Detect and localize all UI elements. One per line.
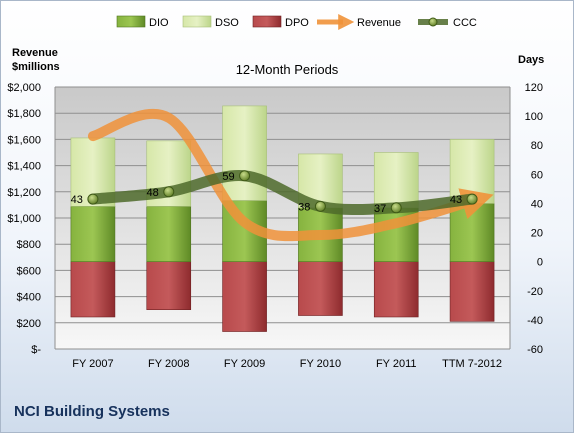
legend-label: DIO: [149, 17, 169, 29]
legend-label: Revenue: [357, 17, 401, 29]
ccc-data-label: 37: [374, 203, 386, 215]
left-tick-label: $1,600: [7, 134, 41, 146]
dpo-bar: [373, 261, 419, 318]
ccc-point: [87, 193, 99, 205]
left-tick-label: $2,000: [7, 82, 41, 94]
ccc-data-label: 43: [450, 194, 462, 206]
left-axis-title-line2: $millions: [12, 61, 60, 73]
bars: [70, 105, 495, 332]
ccc-data-labels: 43 48 59 38 37 43: [71, 171, 462, 215]
legend-swatch: [116, 15, 146, 28]
left-tick-label: $-: [31, 344, 41, 356]
dio-bar: [146, 206, 192, 262]
ccc-markers: [87, 170, 478, 214]
dpo-bar: [298, 261, 343, 316]
left-tick-label: $1,400: [7, 161, 41, 173]
right-tick-label: -60: [527, 344, 543, 356]
right-tick-label: -40: [527, 315, 543, 327]
dso-bar: [373, 152, 419, 209]
right-tick-label: 40: [531, 198, 543, 210]
category-label: FY 2009: [224, 358, 265, 370]
left-tick-label: $200: [17, 318, 41, 330]
ccc-data-label: 38: [298, 201, 310, 213]
category-label: FY 2007: [72, 358, 113, 370]
ccc-data-label: 59: [222, 171, 234, 183]
category-label: FY 2008: [148, 358, 189, 370]
chart-subtitle: 12-Month Periods: [236, 62, 339, 77]
ccc-point: [239, 170, 251, 182]
legend-label: DPO: [285, 17, 309, 29]
dio-bar: [449, 203, 495, 262]
left-tick-label: $600: [17, 265, 41, 277]
dso-bar: [222, 105, 267, 201]
dpo-bar: [146, 261, 192, 310]
legend-label: CCC: [453, 17, 477, 29]
ccc-data-label: 48: [147, 187, 159, 199]
legend-marker: [428, 17, 438, 27]
left-axis-title-line1: Revenue: [12, 47, 58, 59]
lines: [87, 108, 494, 242]
right-axis-ticks: -60 -40 -20 0 20 40 60 80 100 120: [525, 82, 543, 356]
left-tick-label: $1,200: [7, 187, 41, 199]
dpo-bar: [70, 261, 116, 318]
ccc-point: [314, 200, 326, 212]
ccc-point: [466, 193, 478, 205]
legend-swatch: [252, 15, 282, 28]
right-axis-title: Days: [518, 54, 544, 66]
left-axis-ticks: $- $200 $400 $600 $800 $1,000 $1,200 $1,400 $1,6…: [7, 82, 41, 356]
right-tick-label: 120: [525, 82, 543, 94]
left-tick-label: $800: [17, 239, 41, 251]
legend-swatch: [182, 15, 212, 28]
category-label: FY 2011: [376, 358, 417, 370]
ccc-point: [163, 186, 175, 198]
ccc-data-label: 43: [71, 194, 83, 206]
right-tick-label: 60: [531, 169, 543, 181]
category-label: FY 2010: [300, 358, 341, 370]
ccc-line: [87, 170, 478, 216]
revenue-line: [87, 108, 494, 242]
right-tick-label: 0: [537, 257, 543, 269]
dio-bar: [70, 206, 116, 262]
right-tick-label: 80: [531, 140, 543, 152]
left-tick-label: $1,000: [7, 213, 41, 225]
left-tick-label: $400: [17, 292, 41, 304]
category-labels: FY 2007 FY 2008 FY 2009 FY 2010 FY 2011 TTM 7…: [72, 358, 502, 370]
left-tick-label: $1,800: [7, 108, 41, 120]
right-tick-label: -20: [527, 286, 543, 298]
company-name: NCI Building Systems: [14, 403, 170, 420]
dpo-bar: [449, 261, 495, 322]
right-tick-label: 100: [525, 111, 543, 123]
legend: DIO DSO DPO Revenue CCC: [116, 13, 477, 31]
category-label: TTM 7-2012: [442, 358, 502, 370]
right-tick-label: 20: [531, 228, 543, 240]
legend-label: DSO: [215, 17, 239, 29]
ccc-point: [390, 202, 402, 214]
dpo-bar: [222, 261, 267, 332]
